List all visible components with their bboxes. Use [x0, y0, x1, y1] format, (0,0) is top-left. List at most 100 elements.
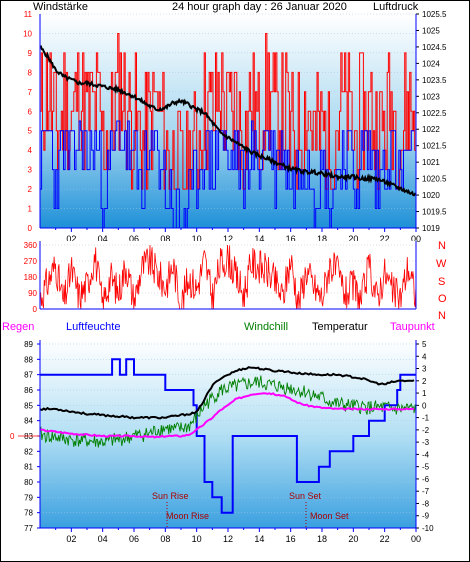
windstaerke-average-line [40, 120, 415, 229]
windchill-label: Windchill [244, 321, 288, 333]
humidity-xtick-label: 22 [380, 534, 390, 544]
temperatur-tick-label: -10 [422, 524, 434, 533]
dir-label-s: S [438, 276, 445, 288]
luftfeuchte-tick-label: 89 [24, 340, 33, 349]
luftdruck-line [39, 44, 417, 197]
luftfeuchte-tick-label: 88 [24, 355, 33, 364]
windstaerke-tick-label: 1 [28, 205, 33, 214]
luftfeuchte-tick-label: 86 [24, 386, 33, 395]
temperatur-tick-label: 4 [422, 352, 427, 361]
humidity-xtick-label: 08 [160, 534, 170, 544]
luftfeuchte-tick-label: 84 [24, 417, 33, 426]
temperatur-tick-label: 5 [422, 340, 427, 349]
luftfeuchte-tick-label: 78 [24, 509, 33, 518]
dir-label-n-top: N [438, 240, 446, 252]
luftfeuchte-tick-label: 83 [24, 432, 33, 441]
humidity-xtick-label: 12 [223, 534, 233, 544]
regen-tick-label: 0 [10, 432, 15, 441]
temperatur-tick-label: 1 [422, 389, 427, 398]
temperatur-label: Temperatur [312, 321, 368, 333]
luftfeuchte-tick-label: 77 [24, 524, 33, 533]
wind-xtick-label: 04 [98, 234, 108, 244]
temperatur-tick-label: -6 [422, 475, 430, 484]
luftdruck-tick-label: 1022.5 [422, 109, 447, 118]
taupunkt-line [39, 392, 415, 439]
windstaerke-tick-label: 6 [28, 107, 33, 116]
direction-tick-label: 360 [24, 241, 38, 250]
regen-label: Regen [2, 321, 34, 333]
humidity-xtick-label: 10 [192, 534, 202, 544]
windstaerke-tick-label: 8 [28, 68, 33, 77]
top-chart-title: 24 hour graph day : 26 Januar 2020 [172, 1, 347, 13]
wind-xtick-label: 22 [380, 234, 390, 244]
wind-xtick-label: 10 [192, 234, 202, 244]
luftfeuchte-tick-label: 80 [24, 478, 33, 487]
temperatur-tick-label: -9 [422, 512, 430, 521]
luftfeuchte-line [40, 358, 416, 514]
humidity-xtick-label: 20 [348, 534, 358, 544]
moon-rise-label: Moon Rise [166, 511, 209, 521]
luftdruck-tick-label: 1024.5 [422, 43, 447, 52]
luftdruck-label: Luftdruck [373, 1, 419, 13]
luftdruck-tick-label: 1019.5 [422, 208, 447, 217]
direction-tick-label: 0 [33, 305, 38, 314]
wind-xtick-label: 08 [160, 234, 170, 244]
windstaerke-tick-label: 10 [23, 29, 32, 38]
temperatur-tick-label: 3 [422, 365, 427, 374]
wind-xtick-label: 12 [223, 234, 233, 244]
luftfeuchte-tick-label: 87 [24, 371, 33, 380]
direction-tick-label: 90 [28, 289, 37, 298]
luftfeuchte-tick-label: 82 [24, 447, 33, 456]
wind-xtick-label: 20 [348, 234, 358, 244]
temp-humidity-plot-area [40, 340, 416, 528]
temperatur-tick-label: -1 [422, 414, 430, 423]
temperatur-tick-label: -7 [422, 487, 430, 496]
humidity-xtick-label: 02 [66, 534, 76, 544]
moon-set-label: Moon Set [310, 511, 349, 521]
luftdruck-tick-label: 1019 [422, 224, 440, 233]
wind-xtick-label: 02 [66, 234, 76, 244]
windstaerke-tick-label: 7 [28, 88, 33, 97]
windstaerke-tick-label: 9 [28, 49, 33, 58]
sun-rise-label: Sun Rise [152, 491, 189, 501]
wind-xtick-label: 16 [286, 234, 296, 244]
luftdruck-tick-label: 1023 [422, 92, 440, 101]
temperatur-tick-label: -8 [422, 499, 430, 508]
windstaerke-tick-label: 4 [28, 146, 33, 155]
wind-xtick-label: 18 [317, 234, 327, 244]
windstaerke-tick-label: 11 [24, 10, 33, 19]
windstaerke-tick-label: 2 [28, 185, 33, 194]
temp-humidity-series [39, 358, 417, 514]
sun-set-label: Sun Set [289, 491, 322, 501]
humidity-xtick-label: 16 [286, 534, 296, 544]
wind-pressure-axes: 0123456789101110191019.510201020.5102110… [23, 10, 447, 244]
direction-tick-label: 180 [24, 273, 38, 282]
direction-tick-label: 270 [24, 257, 38, 266]
dir-label-o: O [438, 293, 447, 305]
temperatur-tick-label: -5 [422, 463, 430, 472]
dir-label-w: W [436, 258, 447, 270]
taupunkt-label: Taupunkt [390, 321, 435, 333]
luftfeuchte-tick-label: 79 [24, 493, 33, 502]
wind-xtick-label: 06 [129, 234, 139, 244]
windrichtung-line [39, 244, 417, 310]
temperatur-tick-label: -4 [422, 450, 430, 459]
luftdruck-tick-label: 1020.5 [422, 175, 447, 184]
temperatur-tick-label: -2 [422, 426, 430, 435]
dir-label-n-bottom: N [438, 310, 446, 322]
luftfeuchte-tick-label: 81 [24, 463, 33, 472]
luftfeuchte-tick-label: 85 [24, 401, 33, 410]
wind-direction-series [39, 244, 417, 310]
humidity-xtick-label: 04 [98, 534, 108, 544]
temperatur-tick-label: 0 [422, 401, 427, 410]
windstaerke-label: Windstärke [33, 1, 88, 13]
luftdruck-tick-label: 1025.5 [422, 10, 447, 19]
luftdruck-tick-label: 1025 [422, 26, 440, 35]
windchill-line [39, 375, 417, 448]
luftdruck-tick-label: 1020 [422, 191, 440, 200]
temperatur-line [39, 366, 415, 420]
windstaerke-tick-label: 5 [28, 127, 33, 136]
windstaerke-tick-label: 0 [28, 224, 33, 233]
wind-direction-axes: 0 90 180 270 360 [24, 241, 417, 314]
